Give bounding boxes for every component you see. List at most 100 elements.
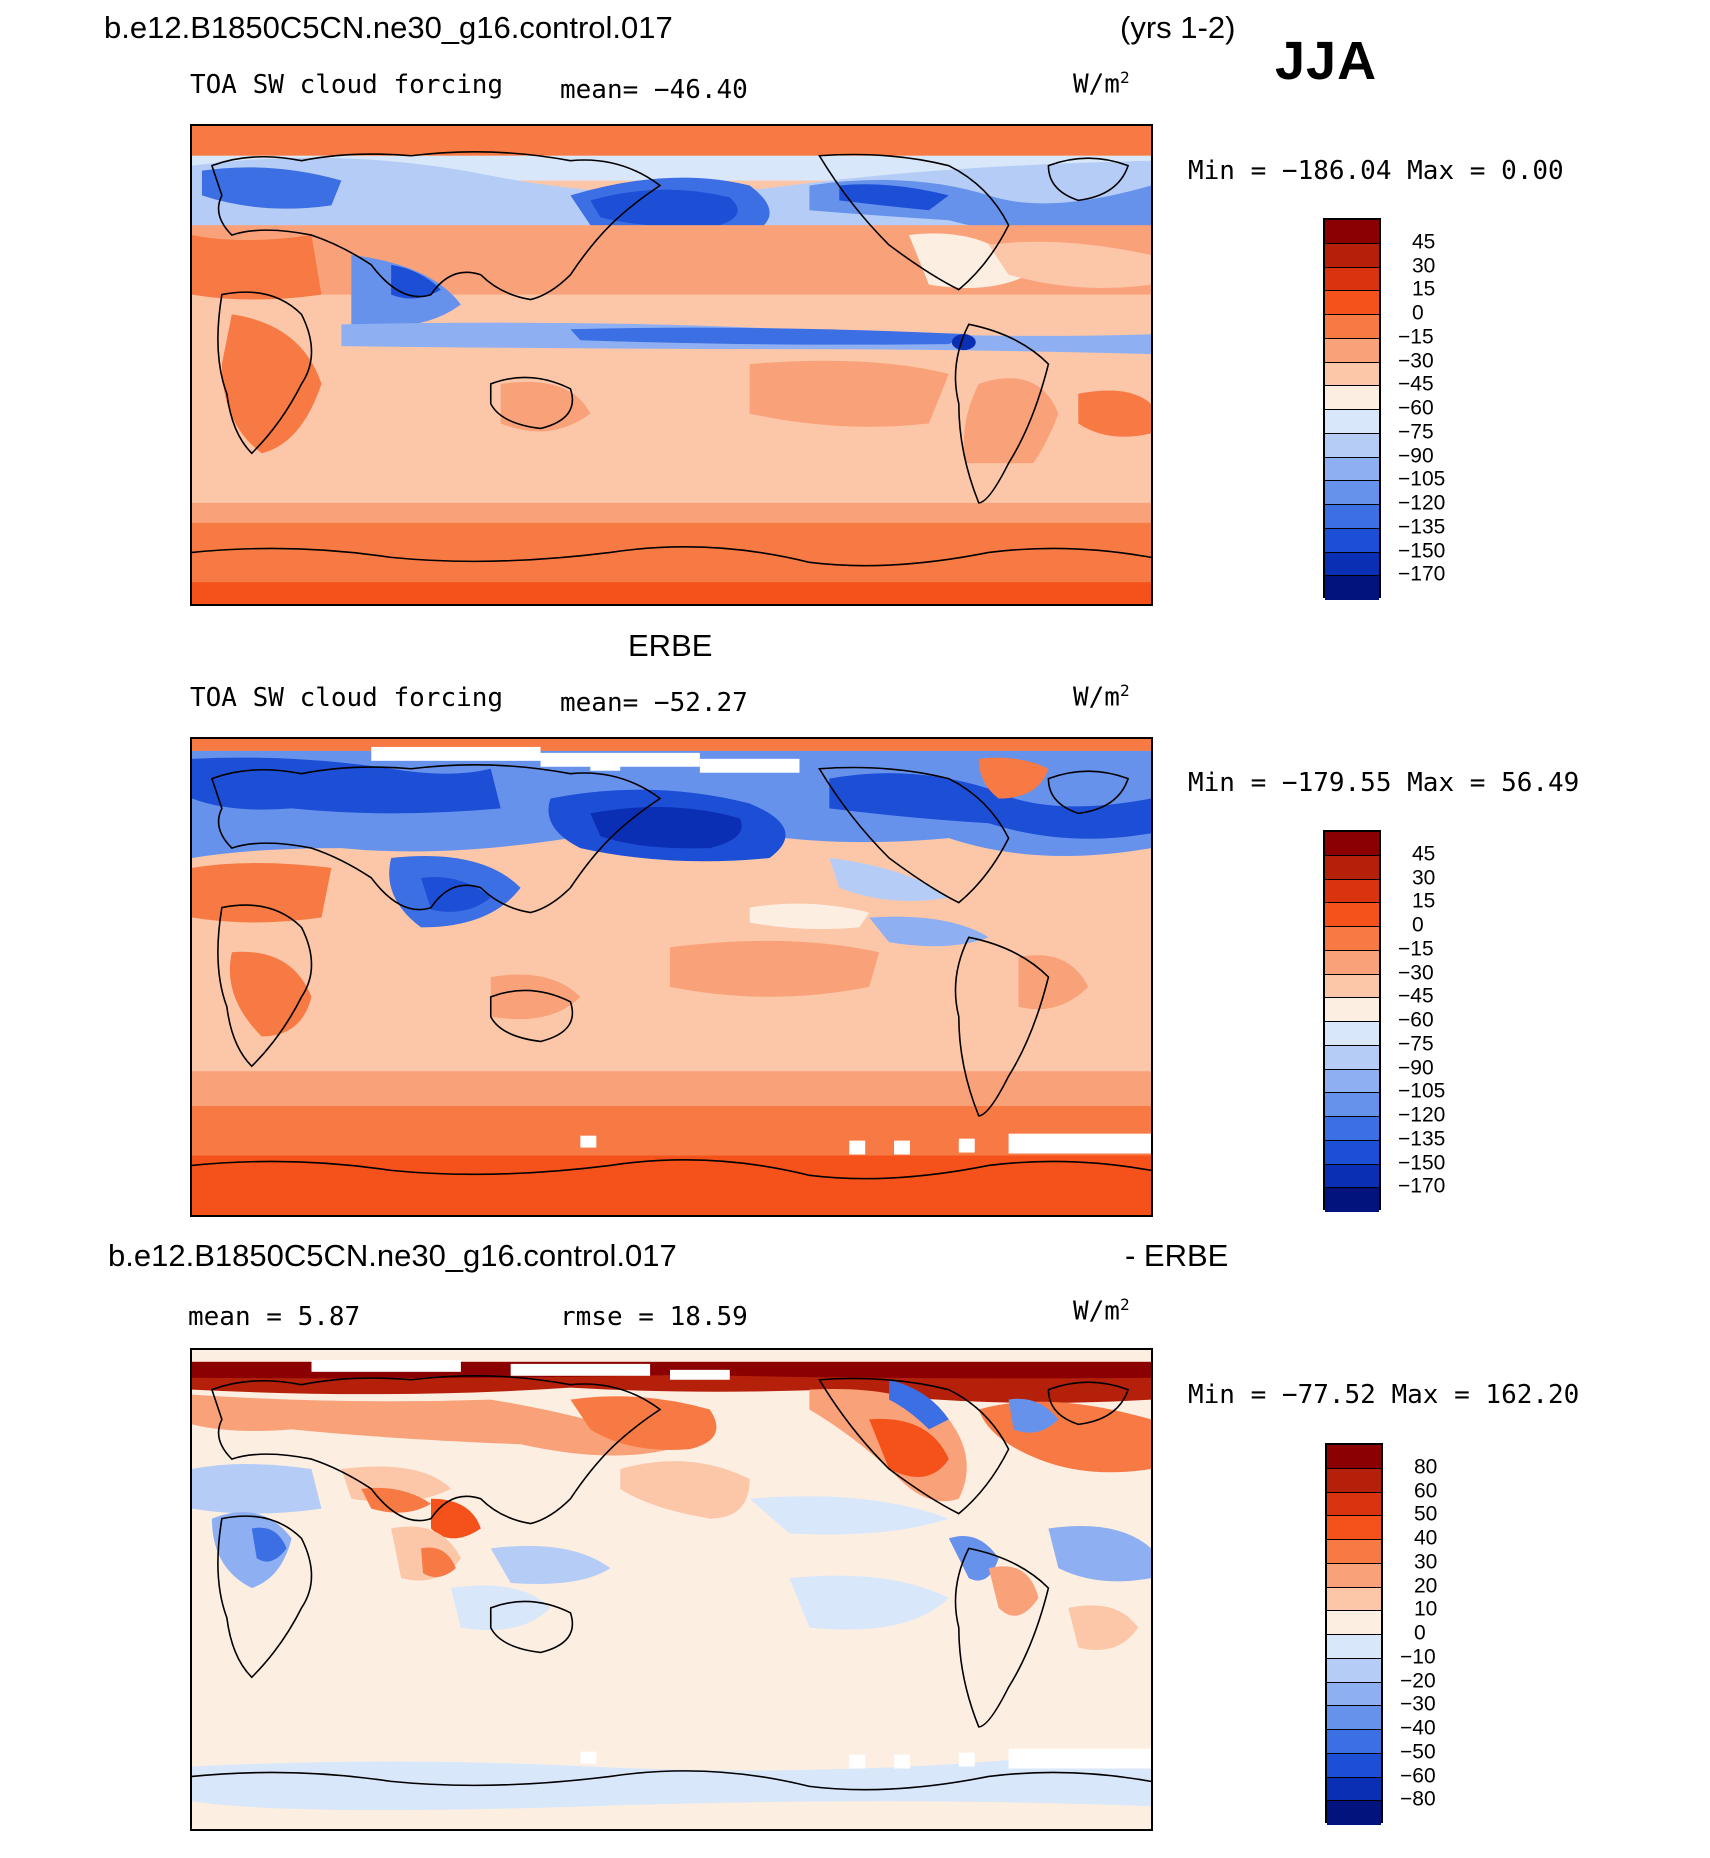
colorbar-swatch: [1327, 1563, 1381, 1588]
colorbar-swatch: [1325, 410, 1379, 434]
colorbar-swatch: [1325, 481, 1379, 505]
colorbar-swatch: [1325, 243, 1379, 268]
colorbar-swatch: [1325, 1093, 1379, 1117]
colorbar-tick-label: −45: [1398, 372, 1434, 396]
colorbar-tick-label: −15: [1398, 325, 1434, 349]
colorbar-tick-label: −135: [1398, 1127, 1446, 1151]
colorbar-tick-label: −45: [1398, 984, 1434, 1008]
colorbar-swatch: [1327, 1468, 1381, 1493]
colorbar-tick-label: −80: [1400, 1787, 1436, 1811]
colorbar-swatch: [1327, 1516, 1381, 1540]
panel2-colorbar: [1323, 830, 1381, 1212]
colorbar-swatch: [1327, 1587, 1381, 1612]
colorbar-tick-label: −90: [1398, 444, 1434, 467]
panel1-mean-label: mean= −46.40: [560, 75, 748, 105]
colorbar-tick-label: 15: [1412, 889, 1436, 913]
colorbar-tick-label: 60: [1414, 1479, 1438, 1502]
panel2-map: [190, 737, 1153, 1217]
panel1-colorbar-ticks: 45 30 15 0 −15 −30 −45 −60 −75 −90 −105 −120 −135 −15…: [1398, 218, 1488, 598]
colorbar-tick-label: 30: [1412, 866, 1436, 889]
colorbar-tick-label: −10: [1400, 1645, 1436, 1669]
colorbar-swatch: [1325, 1117, 1379, 1141]
colorbar-tick-label: −40: [1400, 1716, 1436, 1740]
colorbar-swatch: [1325, 903, 1379, 927]
colorbar-swatch: [1325, 950, 1379, 975]
colorbar-tick-label: −90: [1398, 1056, 1434, 1079]
panel2-mean-label: mean= −52.27: [560, 688, 748, 718]
colorbar-swatch: [1327, 1730, 1381, 1754]
colorbar-tick-label: −30: [1398, 961, 1434, 984]
colorbar-tick-label: 40: [1414, 1526, 1438, 1550]
colorbar-tick-label: −20: [1400, 1669, 1436, 1692]
panel2-colorbar-ticks: 45 30 15 0 −15 −30 −45 −60 −75 −90 −105 −120 −135 −15…: [1398, 830, 1488, 1210]
colorbar-tick-label: −120: [1398, 491, 1446, 515]
colorbar-swatch: [1325, 386, 1379, 410]
colorbar-swatch: [1327, 1682, 1381, 1707]
colorbar-swatch: [1325, 855, 1379, 880]
colorbar-swatch: [1325, 291, 1379, 315]
panel3-minmax: Min = −77.52 Max = 162.20: [1188, 1380, 1580, 1410]
colorbar-swatch: [1327, 1658, 1381, 1683]
panel3-mean-label: mean = 5.87: [188, 1302, 361, 1332]
colorbar-tick-label: −75: [1398, 420, 1434, 444]
colorbar-tick-label: 0: [1414, 1621, 1426, 1645]
panel1-variable-label: TOA SW cloud forcing: [190, 70, 504, 100]
colorbar-tick-label: −60: [1398, 396, 1434, 420]
colorbar-tick-label: 10: [1414, 1597, 1438, 1621]
colorbar-tick-label: 30: [1414, 1550, 1438, 1574]
colorbar-tick-label: −170: [1398, 562, 1446, 586]
colorbar-swatch: [1325, 1164, 1379, 1189]
colorbar-swatch: [1325, 528, 1379, 553]
colorbar-swatch: [1325, 832, 1379, 856]
panel1-units: W/m2: [1073, 68, 1130, 100]
colorbar-tick-label: −15: [1398, 937, 1434, 961]
colorbar-tick-label: −30: [1400, 1692, 1436, 1716]
panel3-rmse-label: rmse = 18.59: [560, 1302, 748, 1332]
colorbar-tick-label: 30: [1412, 254, 1436, 277]
colorbar-tick-label: −170: [1398, 1174, 1446, 1198]
colorbar-swatch: [1325, 457, 1379, 482]
colorbar-swatch: [1325, 552, 1379, 577]
colorbar-tick-label: 15: [1412, 277, 1436, 301]
colorbar-swatch: [1325, 267, 1379, 292]
colorbar-swatch: [1325, 927, 1379, 951]
colorbar-tick-label: −135: [1398, 515, 1446, 539]
colorbar-swatch: [1325, 315, 1379, 339]
colorbar-tick-label: −105: [1398, 1079, 1446, 1103]
years-label: (yrs 1-2): [1120, 10, 1236, 45]
colorbar-swatch: [1327, 1777, 1381, 1802]
panel2-units: W/m2: [1073, 681, 1130, 713]
colorbar-swatch: [1327, 1753, 1381, 1778]
colorbar-swatch: [1325, 505, 1379, 529]
colorbar-swatch: [1325, 220, 1379, 244]
colorbar-swatch: [1325, 1022, 1379, 1046]
panel2-minmax: Min = −179.55 Max = 56.49: [1188, 768, 1580, 798]
colorbar-tick-label: −150: [1398, 1151, 1446, 1174]
colorbar-swatch: [1325, 974, 1379, 999]
colorbar-tick-label: 45: [1412, 230, 1436, 254]
colorbar-swatch: [1325, 1188, 1379, 1212]
colorbar-swatch: [1325, 338, 1379, 363]
colorbar-swatch: [1327, 1801, 1381, 1825]
panel3-title-left: b.e12.B1850C5CN.ne30_g16.control.017: [108, 1238, 677, 1273]
colorbar-tick-label: −50: [1400, 1740, 1436, 1764]
colorbar-tick-label: 80: [1414, 1455, 1438, 1479]
colorbar-swatch: [1325, 1045, 1379, 1070]
colorbar-tick-label: 45: [1412, 842, 1436, 866]
case-title: b.e12.B1850C5CN.ne30_g16.control.017: [104, 10, 673, 45]
colorbar-tick-label: −120: [1398, 1103, 1446, 1127]
colorbar-swatch: [1327, 1611, 1381, 1635]
colorbar-tick-label: 0: [1412, 913, 1424, 937]
panel2-variable-label: TOA SW cloud forcing: [190, 683, 504, 713]
panel2-title: ERBE: [628, 628, 713, 663]
colorbar-swatch: [1325, 576, 1379, 600]
season-label: JJA: [1275, 31, 1378, 91]
colorbar-tick-label: −150: [1398, 539, 1446, 562]
colorbar-tick-label: −30: [1398, 349, 1434, 372]
panel1-minmax: Min = −186.04 Max = 0.00: [1188, 156, 1564, 186]
colorbar-swatch: [1327, 1635, 1381, 1659]
colorbar-tick-label: −105: [1398, 467, 1446, 491]
colorbar-swatch: [1327, 1445, 1381, 1469]
panel3-title-right: - ERBE: [1125, 1238, 1229, 1273]
colorbar-swatch: [1325, 1140, 1379, 1165]
